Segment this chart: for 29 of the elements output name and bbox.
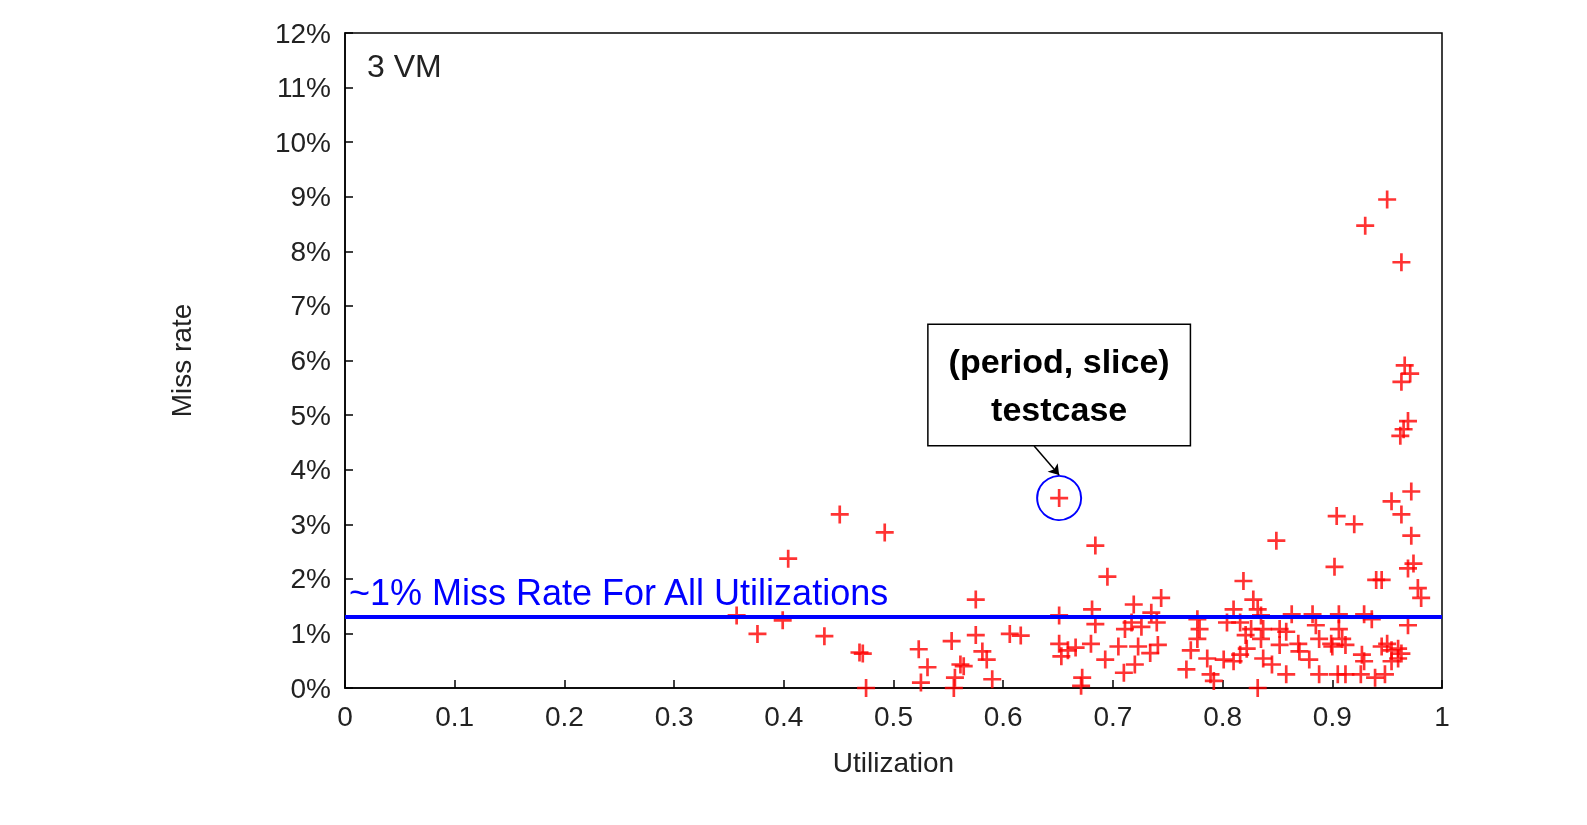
y-tick-label: 7% <box>290 290 331 322</box>
y-tick-label: 2% <box>290 563 331 595</box>
text: 3 VM <box>367 48 442 84</box>
y-tick-label: 6% <box>290 345 331 376</box>
x-tick-label: 0.1 <box>435 700 475 732</box>
y-tick-label: 0% <box>290 672 331 704</box>
y-tick-label: 4% <box>290 454 331 486</box>
x-tick-label: 1 <box>1434 700 1450 732</box>
y-tick-label: 12% <box>274 17 331 49</box>
x-tick-label: 0.8 <box>1203 700 1243 732</box>
y-tick-label: 1% <box>290 617 331 649</box>
x-tick-label: 0.9 <box>1312 700 1352 732</box>
y-tick-label: 3% <box>290 508 331 540</box>
annotation: (period, slice) testcase <box>948 342 1170 429</box>
x-tick-label: 0.6 <box>983 700 1023 732</box>
x-axis-title: Utilization <box>832 746 955 778</box>
x-tick-label: 0.3 <box>654 700 694 732</box>
y-tick-label: 8% <box>290 235 331 267</box>
x-tick-label: 0.7 <box>1093 700 1133 732</box>
y-tick-label: 10% <box>274 126 331 158</box>
y-tick-label: 11% <box>277 72 331 104</box>
x-tick-label: 0 <box>337 700 353 732</box>
x-tick-label: 0.5 <box>874 700 913 732</box>
ref-line-label: ~1% Miss Rate For All Utilizations <box>349 572 889 613</box>
x-tick-label: 0.2 <box>544 700 584 732</box>
x-tick-label: 0.4 <box>764 700 804 732</box>
y-tick-label: 9% <box>290 181 331 213</box>
y-tick-label: 5% <box>290 399 331 431</box>
y-axis-title: Miss rate <box>165 303 197 418</box>
